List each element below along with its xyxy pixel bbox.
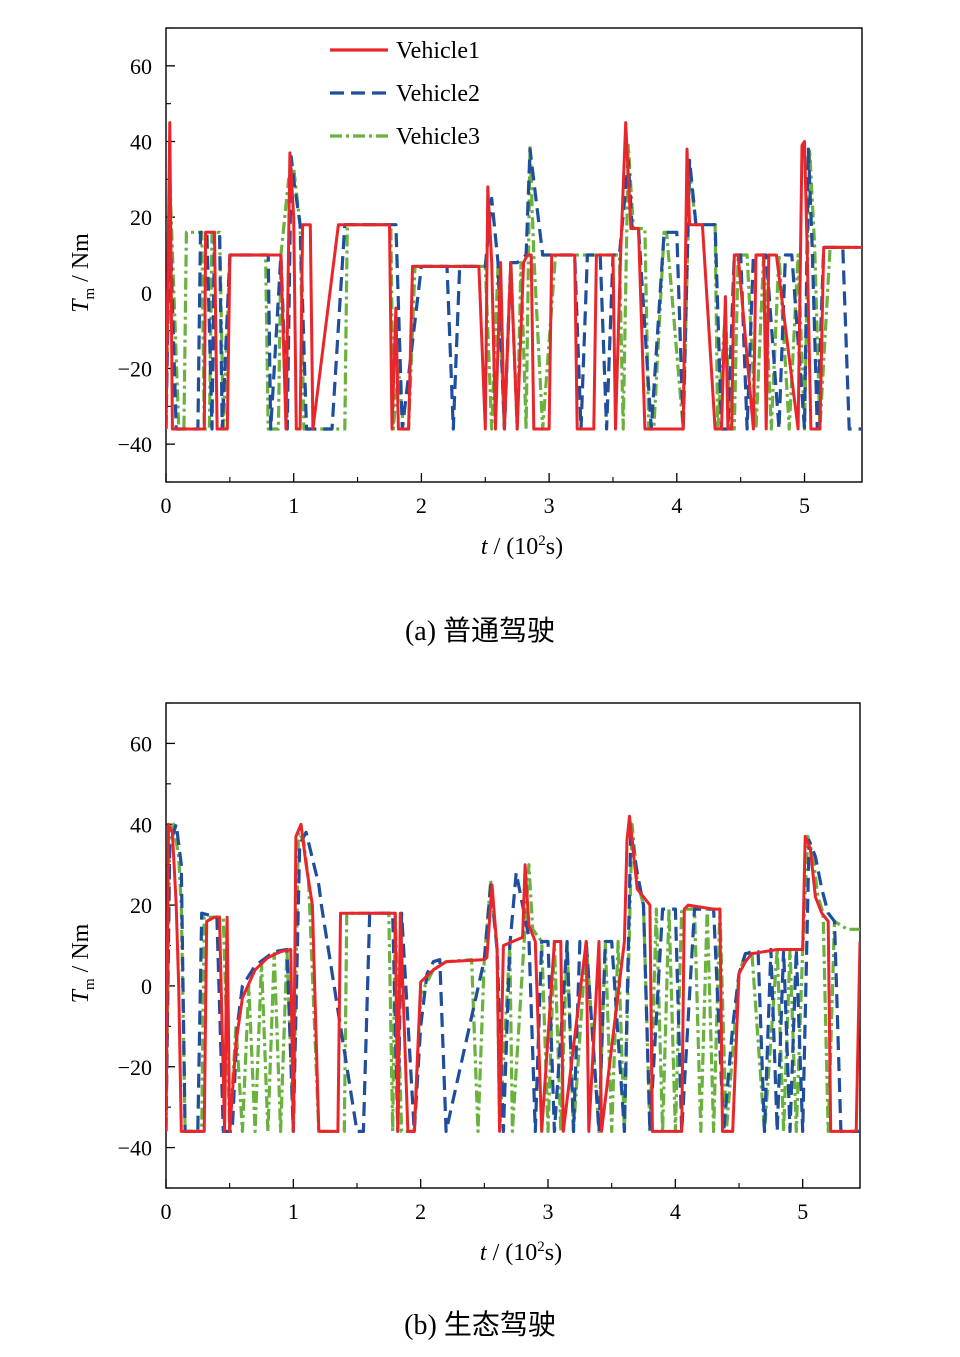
x-tick-label: 1 — [288, 1199, 299, 1224]
series-line-vehicle2 — [166, 147, 862, 431]
series-line-vehicle1 — [166, 814, 860, 1133]
legend-label-vehicle3: Vehicle3 — [396, 124, 480, 150]
caption-b: (b) 生态驾驶 — [404, 1309, 556, 1341]
x-tick-label: 5 — [797, 1199, 808, 1224]
x-tick-label: 4 — [670, 1199, 681, 1224]
x-axis-unit: / (10 — [488, 534, 539, 560]
x-axis-unit: / (10 — [487, 1240, 538, 1266]
legend-label-vehicle1: Vehicle1 — [396, 38, 480, 64]
y-axis-sub: m — [82, 287, 98, 299]
x-axis-var: t — [481, 534, 489, 560]
y-tick-label: −40 — [118, 1136, 152, 1161]
x-axis-sup: 2 — [537, 1239, 545, 1255]
y-axis-label-b: Tm / Nm — [68, 923, 98, 1003]
x-tick-label: 2 — [415, 1199, 426, 1224]
y-tick-label: 0 — [141, 974, 152, 999]
x-axis-tail: s) — [546, 534, 563, 560]
y-axis-unit: / Nm — [68, 923, 94, 978]
x-axis-label-a: t / (102s) — [481, 533, 563, 560]
y-tick-label: 60 — [130, 731, 152, 756]
x-tick-label: 5 — [799, 493, 810, 518]
series-line-vehicle3 — [166, 822, 860, 1134]
series-line-vehicle3 — [166, 143, 862, 431]
y-axis-label-a: Tm / Nm — [68, 233, 98, 313]
y-tick-label: 40 — [130, 812, 152, 837]
x-tick-label: 0 — [161, 1199, 172, 1224]
y-tick-label: 40 — [130, 130, 152, 155]
tick-labels-a: −40 −20 0 20 40 60 0 1 2 3 4 5 — [118, 54, 810, 518]
y-axis-sub: m — [82, 978, 98, 990]
y-axis-unit: / Nm — [68, 233, 94, 288]
y-tick-label: −20 — [118, 1055, 152, 1080]
legend-label-vehicle2: Vehicle2 — [396, 81, 480, 107]
axis-ticks-b — [165, 702, 804, 1189]
legend: Vehicle1 Vehicle2 Vehicle3 — [330, 38, 480, 150]
tick-labels-b: −40 −20 0 20 40 60 0 1 2 3 4 5 — [118, 731, 809, 1224]
y-tick-label: −20 — [118, 357, 152, 382]
y-tick-label: 60 — [130, 54, 152, 79]
x-tick-label: 0 — [161, 493, 172, 518]
x-axis-label-b: t / (102s) — [480, 1239, 562, 1266]
y-tick-label: −40 — [118, 432, 152, 457]
y-axis-var: T — [68, 988, 94, 1003]
y-axis-var: T — [68, 298, 94, 313]
y-tick-label: 0 — [141, 281, 152, 306]
x-tick-label: 3 — [544, 493, 555, 518]
series-line-vehicle1 — [166, 121, 862, 431]
x-tick-label: 1 — [288, 493, 299, 518]
x-tick-label: 3 — [543, 1199, 554, 1224]
series-group-a — [166, 121, 862, 431]
x-tick-label: 2 — [416, 493, 427, 518]
y-tick-label: 20 — [130, 893, 152, 918]
series-group-b — [166, 814, 860, 1134]
x-axis-var: t — [480, 1240, 488, 1266]
x-axis-sup: 2 — [538, 533, 546, 549]
series-line-vehicle2 — [166, 822, 860, 1134]
y-tick-label: 20 — [130, 205, 152, 230]
caption-a: (a) 普通驾驶 — [405, 615, 555, 647]
x-axis-tail: s) — [545, 1240, 562, 1266]
x-tick-label: 4 — [671, 493, 682, 518]
